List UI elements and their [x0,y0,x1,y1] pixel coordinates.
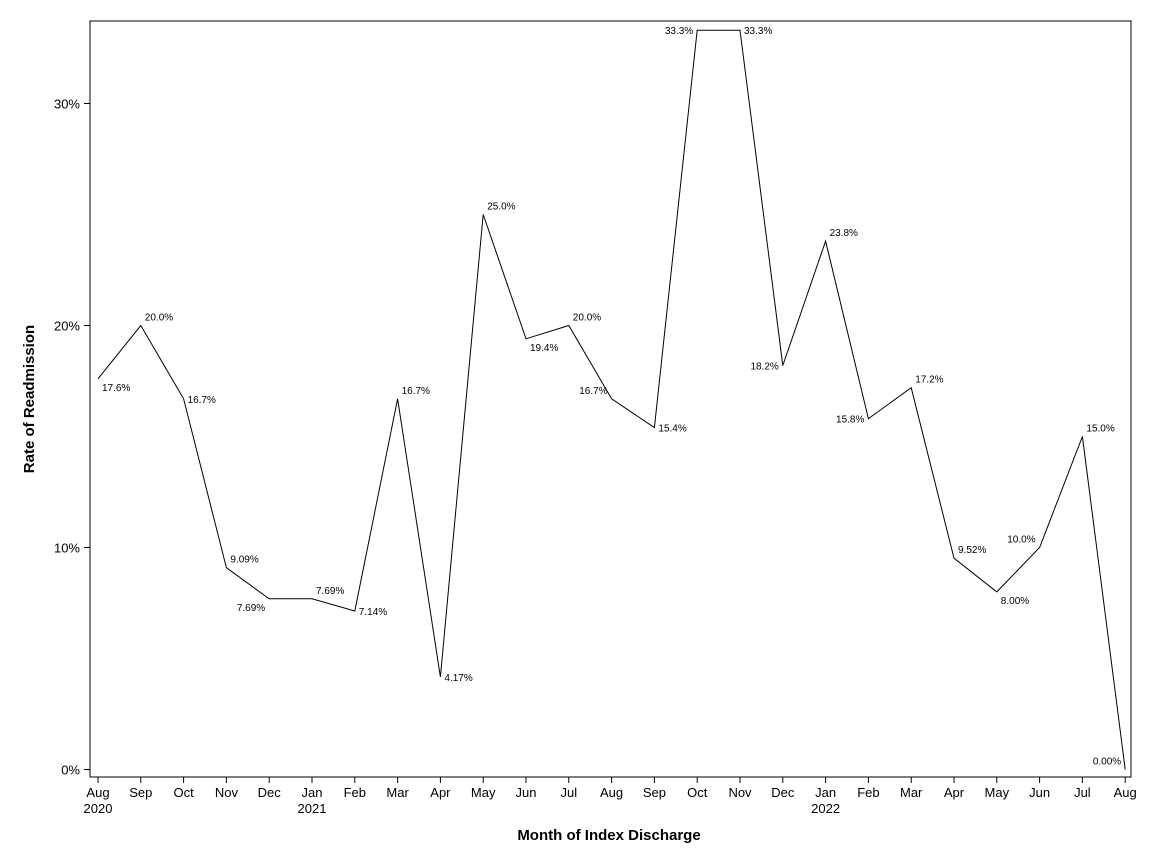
data-label: 15.0% [1086,424,1114,435]
series-line [97,29,1126,770]
x-tick-label: Oct [173,785,194,800]
y-tick-label: 30% [54,97,80,112]
data-label: 15.4% [658,424,686,435]
x-tick-label: Aug [86,785,109,800]
x-tick-label: Jan [302,785,323,800]
x-tick-label: Dec [771,785,795,800]
data-label: 7.69% [316,586,344,597]
x-tick-label: Sep [129,785,152,800]
x-tick-label: Jun [1029,785,1050,800]
x-tick-label: Jul [1074,785,1091,800]
data-label: 9.52% [958,545,986,556]
data-label: 9.09% [230,555,258,566]
x-tick-label: Mar [900,785,923,800]
data-label: 33.3% [665,26,693,37]
data-label: 16.7% [188,395,216,406]
data-label: 18.2% [750,361,778,372]
x-tick-label: Jul [560,785,577,800]
x-tick-label: Jan [815,785,836,800]
x-tick-label: May [471,785,496,800]
x-tick-label: Sep [643,785,666,800]
data-label: 20.0% [573,313,601,324]
data-label: 10.0% [1007,535,1035,546]
data-label: 17.2% [915,375,943,386]
data-label: 33.3% [744,26,772,37]
y-axis-title: Rate of Readmission [21,325,38,473]
y-tick-label: 10% [54,541,80,556]
y-tick-label: 0% [61,763,80,778]
x-tick-label: Jun [516,785,537,800]
x-year-label: 2020 [84,801,113,816]
data-label: 17.6% [102,383,130,394]
x-tick-label: Apr [944,785,965,800]
data-label: 4.17% [444,673,472,684]
x-axis: Aug Sep Oct Nov Dec Jan Feb Mar Apr May Jun Jul Aug S… [84,777,1137,816]
data-label: 25.0% [487,202,515,213]
y-tick-label: 20% [54,319,80,334]
x-year-label: 2022 [811,801,840,816]
data-label: 8.00% [1001,596,1029,607]
x-tick-label: Dec [258,785,282,800]
x-tick-label: Feb [857,785,879,800]
data-label: 7.14% [359,607,387,618]
x-tick-label: Mar [386,785,409,800]
x-tick-label: Feb [344,785,366,800]
data-label: 19.4% [530,343,558,354]
x-axis-title: Month of Index Discharge [517,827,700,844]
y-axis: 0% 10% 20% 30% [54,97,90,778]
data-label: 15.8% [836,415,864,426]
data-label: 0.00% [1093,757,1121,768]
x-tick-label: Nov [215,785,239,800]
data-label: 20.0% [145,313,173,324]
data-label: 16.7% [402,386,430,397]
x-tick-label: Apr [430,785,451,800]
data-label: 7.69% [237,603,265,614]
data-labels: 17.6% 20.0% 16.7% 9.09% 7.69% 7.69% 7.14% 16.7%… [102,26,1121,767]
data-label: 16.7% [579,386,607,397]
x-tick-label: Aug [1114,785,1137,800]
data-label: 23.8% [830,228,858,239]
x-tick-label: May [985,785,1010,800]
x-year-label: 2021 [298,801,327,816]
x-tick-label: Oct [687,785,708,800]
plot-frame [89,20,1132,778]
x-tick-label: Nov [728,785,752,800]
x-tick-label: Aug [600,785,623,800]
